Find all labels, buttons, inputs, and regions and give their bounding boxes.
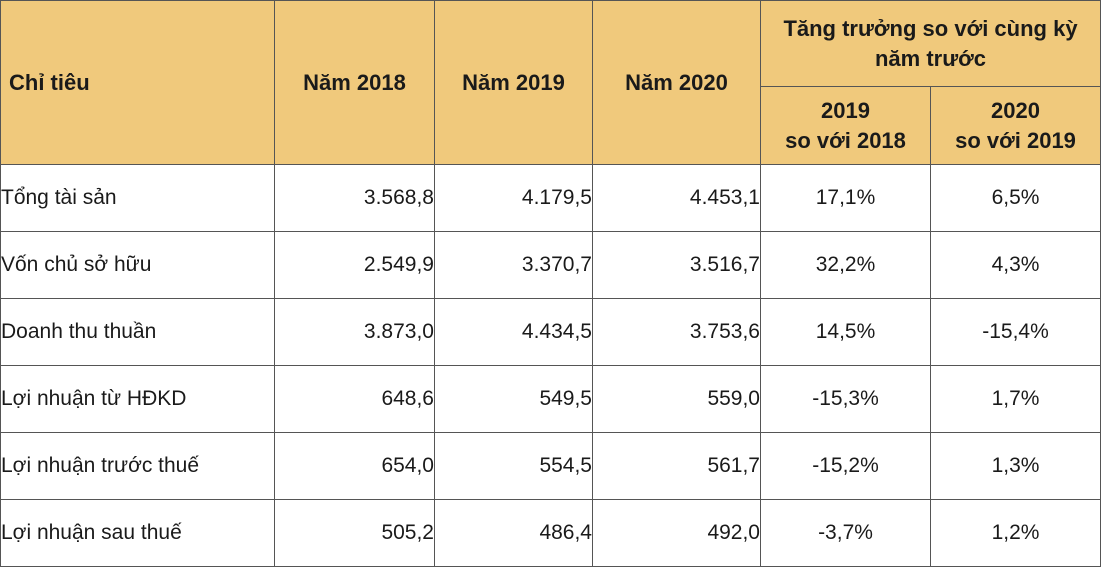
cell-2020: 559,0 bbox=[592, 365, 761, 433]
cell-2020: 561,7 bbox=[592, 432, 761, 500]
header-growth-2019-line1: 2019 bbox=[821, 97, 870, 123]
row-label: Lợi nhuận từ HĐKD bbox=[0, 365, 275, 433]
cell-growth-2019: 32,2% bbox=[760, 231, 931, 299]
cell-growth-2020: 1,2% bbox=[929, 499, 1101, 567]
header-growth-group-text: Tăng trưởng so với cùng kỳ năm trước bbox=[783, 15, 1078, 71]
cell-2020: 492,0 bbox=[592, 499, 761, 567]
table-row: Tổng tài sản 3.568,8 4.179,5 4.453,1 17,… bbox=[0, 164, 1101, 232]
cell-growth-2019: -3,7% bbox=[760, 499, 931, 567]
cell-growth-2020: 1,3% bbox=[929, 432, 1101, 500]
cell-2019: 4.434,5 bbox=[434, 298, 593, 366]
cell-2020: 3.753,6 bbox=[592, 298, 761, 366]
cell-2018: 3.568,8 bbox=[274, 164, 435, 232]
cell-2019: 549,5 bbox=[434, 365, 593, 433]
header-indicator: Chỉ tiêu bbox=[0, 0, 275, 165]
cell-2019: 4.179,5 bbox=[434, 164, 593, 232]
cell-2019: 486,4 bbox=[434, 499, 593, 567]
header-year-2019: Năm 2019 bbox=[434, 0, 593, 165]
row-label: Lợi nhuận sau thuế bbox=[0, 499, 275, 567]
cell-growth-2020: 4,3% bbox=[929, 231, 1101, 299]
cell-growth-2020: -15,4% bbox=[929, 298, 1101, 366]
table-row: Doanh thu thuần 3.873,0 4.434,5 3.753,6 … bbox=[0, 298, 1101, 366]
cell-2019: 554,5 bbox=[434, 432, 593, 500]
cell-2018: 505,2 bbox=[274, 499, 435, 567]
table-row: Lợi nhuận sau thuế 505,2 486,4 492,0 -3,… bbox=[0, 499, 1101, 567]
header-year-2020: Năm 2020 bbox=[592, 0, 761, 165]
cell-2020: 4.453,1 bbox=[592, 164, 761, 232]
header-growth-2019: 2019 so với 2018 bbox=[760, 86, 931, 165]
cell-2018: 3.873,0 bbox=[274, 298, 435, 366]
row-label: Lợi nhuận trước thuế bbox=[0, 432, 275, 500]
table-row: Vốn chủ sở hữu 2.549,9 3.370,7 3.516,7 3… bbox=[0, 231, 1101, 299]
cell-growth-2019: -15,2% bbox=[760, 432, 931, 500]
header-growth-2019-line2: so với 2018 bbox=[785, 127, 906, 153]
cell-growth-2020: 1,7% bbox=[929, 365, 1101, 433]
table-row: Lợi nhuận từ HĐKD 648,6 549,5 559,0 -15,… bbox=[0, 365, 1101, 433]
cell-2018: 654,0 bbox=[274, 432, 435, 500]
row-label: Doanh thu thuần bbox=[0, 298, 275, 366]
header-growth-2020-line1: 2020 bbox=[991, 97, 1040, 123]
cell-2018: 2.549,9 bbox=[274, 231, 435, 299]
row-label: Vốn chủ sở hữu bbox=[0, 231, 275, 299]
header-growth-group: Tăng trưởng so với cùng kỳ năm trước bbox=[759, 0, 1101, 87]
cell-growth-2019: -15,3% bbox=[760, 365, 931, 433]
header-growth-2020: 2020 so với 2019 bbox=[929, 86, 1101, 165]
header-growth-2020-line2: so với 2019 bbox=[955, 127, 1076, 153]
header-subrow: 2019 so với 2018 2020 so với 2019 bbox=[1, 86, 1101, 165]
row-label: Tổng tài sản bbox=[0, 164, 275, 232]
cell-growth-2019: 14,5% bbox=[760, 298, 931, 366]
cell-growth-2020: 6,5% bbox=[929, 164, 1101, 232]
cell-2018: 648,6 bbox=[274, 365, 435, 433]
header-year-2018: Năm 2018 bbox=[274, 0, 435, 165]
table-row: Lợi nhuận trước thuế 654,0 554,5 561,7 -… bbox=[0, 432, 1101, 500]
cell-growth-2019: 17,1% bbox=[760, 164, 931, 232]
header-row: Chỉ tiêu Năm 2018 Năm 2019 Năm 2020 Tăng… bbox=[0, 0, 1101, 165]
cell-2019: 3.370,7 bbox=[434, 231, 593, 299]
cell-2020: 3.516,7 bbox=[592, 231, 761, 299]
